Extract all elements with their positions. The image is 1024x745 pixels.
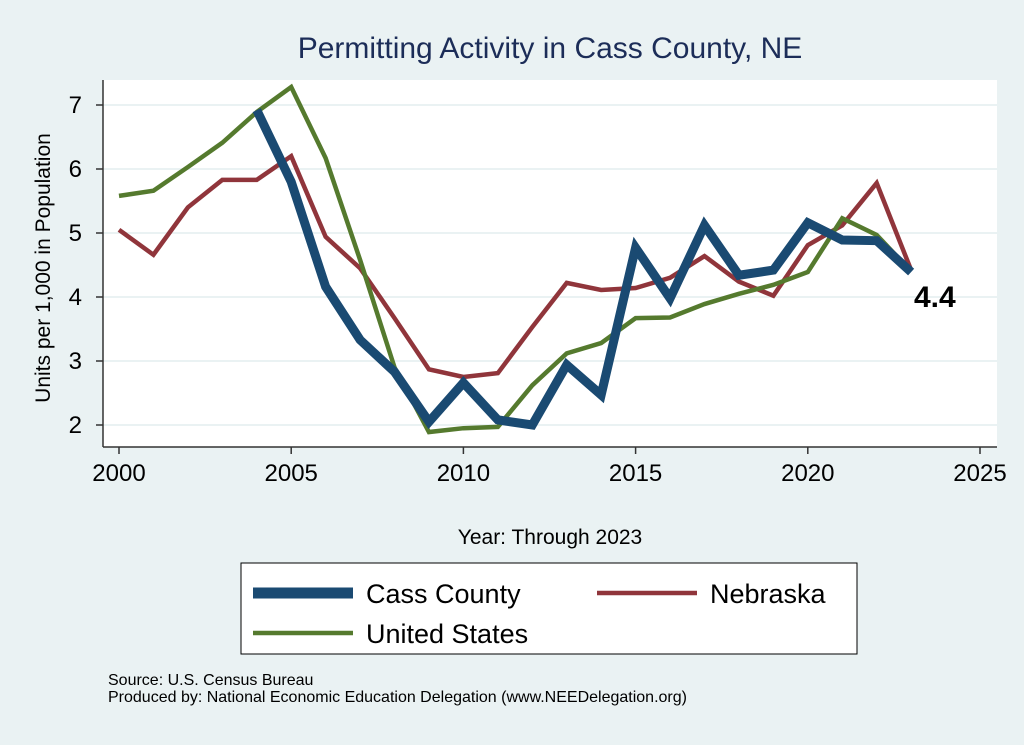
- series-line-united-states: [118, 83, 913, 435]
- y-tick-label: 4: [69, 284, 82, 311]
- x-axis-label: Year: Through 2023: [458, 526, 643, 549]
- legend-label: Cass County: [366, 579, 521, 609]
- producer-note: Produced by: National Economic Education…: [108, 689, 687, 706]
- legend: [240, 562, 858, 655]
- y-tick-label: 7: [69, 92, 82, 119]
- legend-label: United States: [366, 619, 528, 649]
- y-tick-label: 3: [69, 348, 82, 375]
- x-tick-label: 2020: [781, 460, 834, 487]
- y-tick-label: 5: [69, 220, 82, 247]
- x-tick-label: 2025: [953, 460, 1006, 487]
- gridlines: [103, 104, 997, 426]
- y-tick-label: 2: [69, 412, 82, 439]
- chart-title: Permitting Activity in Cass County, NE: [298, 32, 803, 65]
- y-tick-label: 6: [69, 156, 82, 183]
- axis-ticks: 2 3 4 5 6 7 2000 2005 2010 2015 2020 2025: [69, 92, 1007, 487]
- series-lines: [117, 83, 915, 435]
- x-tick-label: 2005: [265, 460, 318, 487]
- series-line-cass-county: [252, 108, 915, 430]
- legend-label: Nebraska: [710, 579, 827, 609]
- x-tick-label: 2015: [609, 460, 662, 487]
- series-line-nebraska: [117, 152, 914, 380]
- x-tick-label: 2010: [437, 460, 490, 487]
- x-tick-label: 2000: [92, 460, 145, 487]
- y-axis-label: Units per 1,000 in Population: [32, 133, 55, 403]
- source-note: Source: U.S. Census Bureau: [108, 672, 314, 689]
- annotation-label: 4.4: [914, 281, 956, 314]
